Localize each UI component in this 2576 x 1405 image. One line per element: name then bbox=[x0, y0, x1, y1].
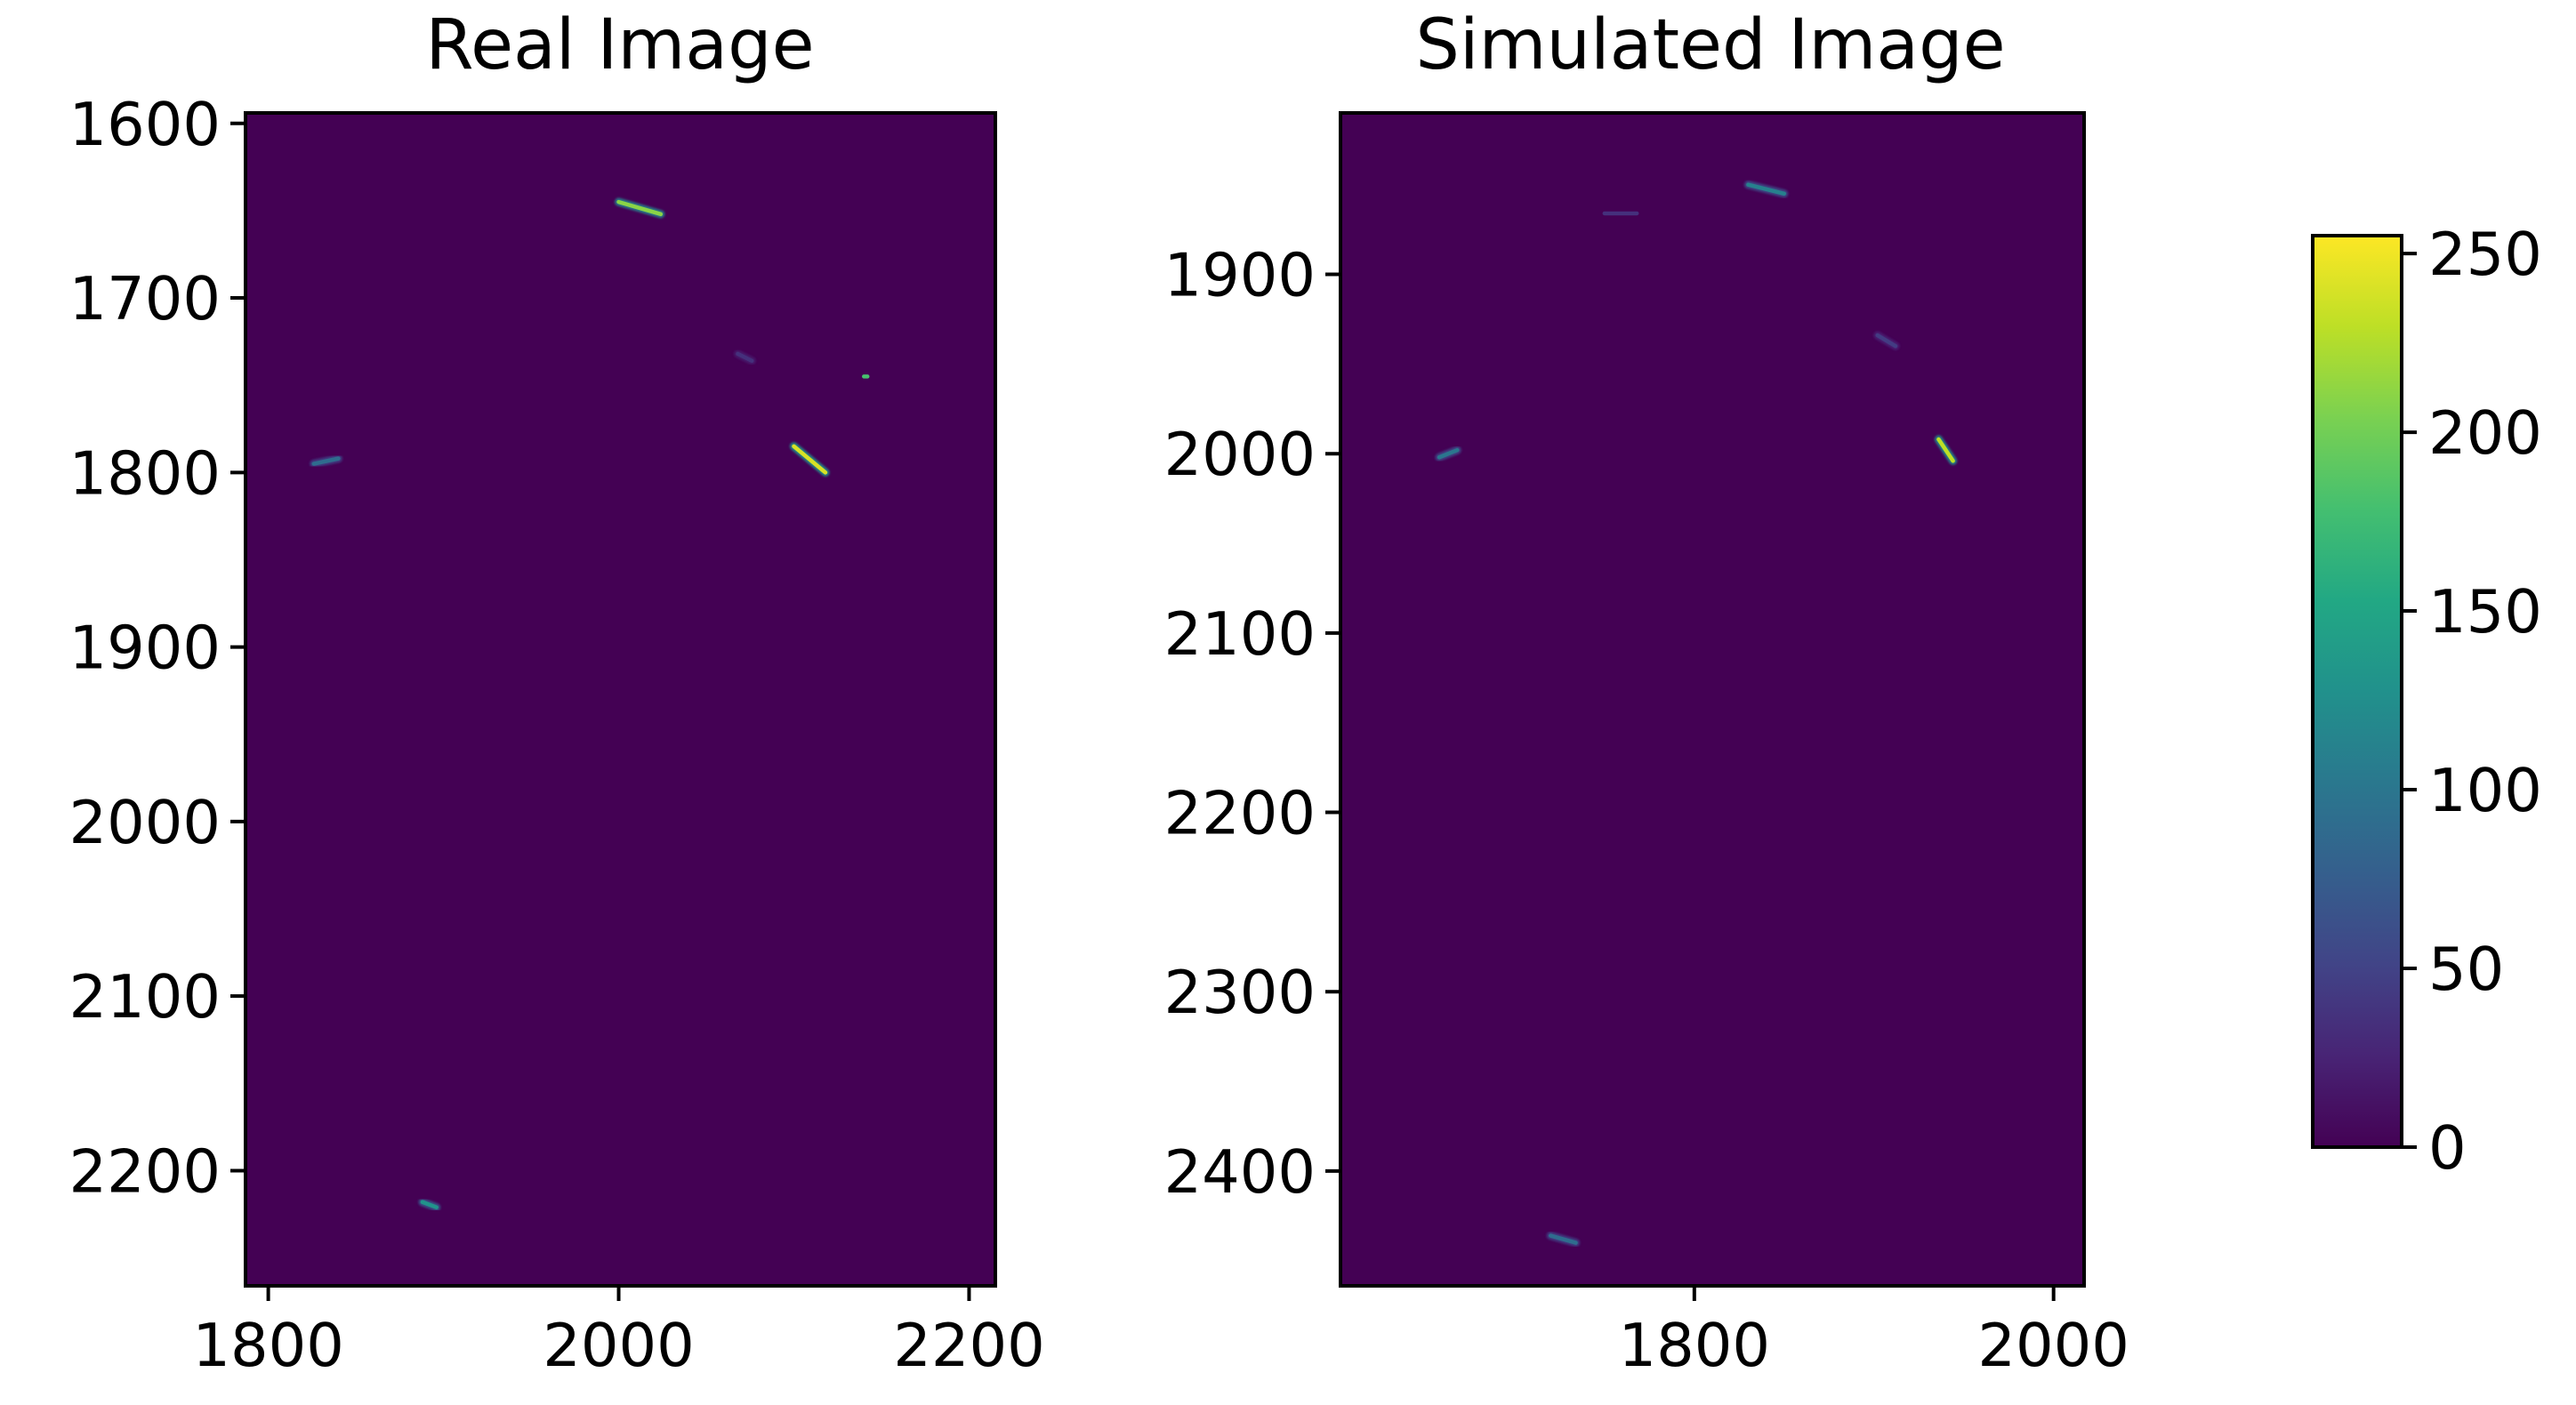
feature-streak bbox=[792, 444, 828, 475]
x-tick-label: 2200 bbox=[893, 1311, 1045, 1380]
real-image-panel: Real Image 1800 2000 2200 1600 1700 1800 1900… bbox=[68, 5, 1044, 1380]
simulated-image-title: Simulated Image bbox=[1415, 5, 2005, 85]
feature-streak bbox=[1936, 437, 1955, 463]
y-tick-label: 2000 bbox=[1163, 420, 1316, 489]
x-tick-label: 2000 bbox=[543, 1311, 695, 1380]
y-tick-label: 2400 bbox=[1163, 1137, 1316, 1207]
x-tick-label: 2000 bbox=[1977, 1311, 2129, 1380]
feature-streak bbox=[736, 351, 754, 363]
real-image-y-axis: 1600 1700 1800 1900 2000 2100 2200 bbox=[68, 90, 246, 1206]
simulated-image-frame bbox=[1339, 111, 2086, 1288]
feature-streak bbox=[420, 1200, 439, 1209]
y-tick-label: 2000 bbox=[68, 788, 221, 857]
colorbar: 0 50 100 150 200 250 bbox=[2311, 220, 2542, 1183]
y-tick-label: 1900 bbox=[1163, 241, 1316, 310]
colorbar-frame bbox=[2311, 234, 2403, 1149]
real-image-x-axis: 1800 2000 2200 bbox=[192, 1286, 1045, 1380]
feature-streak bbox=[1549, 1233, 1578, 1245]
simulated-image-x-axis: 1800 2000 bbox=[1619, 1286, 2129, 1380]
y-tick-label: 1900 bbox=[68, 614, 221, 683]
colorbar-gradient bbox=[2313, 236, 2402, 1147]
feature-streak bbox=[311, 456, 341, 466]
colorbar-tick-label: 50 bbox=[2428, 935, 2504, 1004]
y-tick-label: 1600 bbox=[68, 90, 221, 159]
y-tick-label: 2100 bbox=[68, 962, 221, 1032]
colorbar-tick-label: 0 bbox=[2428, 1113, 2467, 1183]
x-tick-label: 1800 bbox=[1619, 1311, 1771, 1380]
feature-streak bbox=[1875, 333, 1898, 349]
y-tick-label: 1800 bbox=[68, 438, 221, 508]
real-image-title: Real Image bbox=[425, 5, 814, 85]
simulated-image-panel: Simulated Image 1800 2000 1900 2000 2100 220… bbox=[1163, 5, 2129, 1380]
simulated-image-y-axis: 1900 2000 2100 2200 2300 2400 bbox=[1163, 241, 1340, 1207]
y-tick-label: 2100 bbox=[1163, 599, 1316, 669]
real-image-plot-area bbox=[246, 113, 995, 1286]
feature-streak bbox=[616, 199, 664, 217]
y-tick-label: 2200 bbox=[1163, 779, 1316, 848]
y-tick-label: 2200 bbox=[68, 1136, 221, 1206]
colorbar-tick-label: 250 bbox=[2428, 220, 2542, 289]
feature-streak bbox=[1437, 447, 1460, 460]
simulated-image-plot-area bbox=[1340, 113, 2084, 1286]
colorbar-tick-label: 150 bbox=[2428, 577, 2542, 646]
feature-streak bbox=[1746, 182, 1787, 197]
colorbar-ticks: 0 50 100 150 200 250 bbox=[2402, 220, 2542, 1183]
simulated-image-features bbox=[1435, 181, 1958, 1248]
colorbar-tick-label: 100 bbox=[2428, 756, 2542, 825]
y-tick-label: 1700 bbox=[68, 264, 221, 333]
y-tick-label: 2300 bbox=[1163, 958, 1316, 1027]
real-image-features bbox=[310, 197, 872, 1212]
x-tick-label: 1800 bbox=[192, 1311, 344, 1380]
colorbar-tick-label: 200 bbox=[2428, 398, 2542, 468]
